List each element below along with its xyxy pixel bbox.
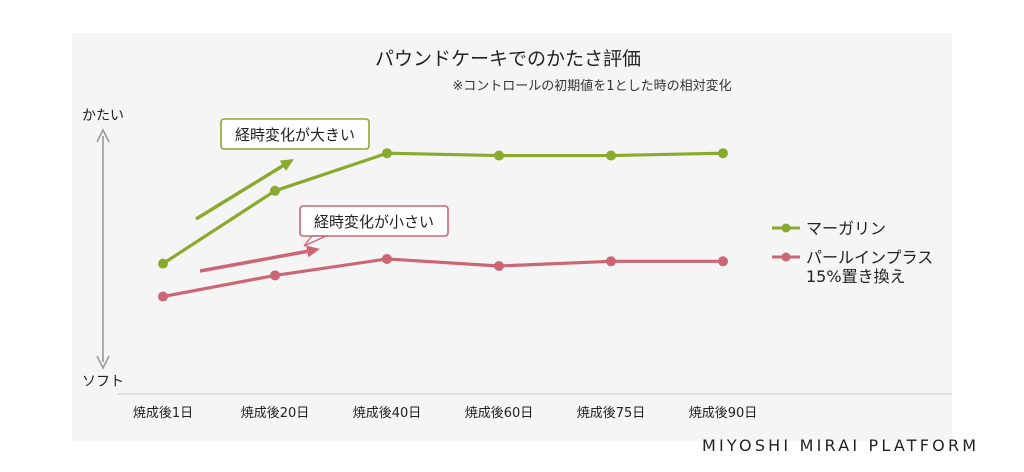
data-point xyxy=(606,256,616,267)
y-label-top: かたい xyxy=(82,108,124,124)
data-point xyxy=(382,148,392,159)
legend-label: マーガリン xyxy=(806,219,886,238)
chart-title: パウンドケーキでのかたさ評価 xyxy=(375,48,641,70)
trend-arrow-small xyxy=(199,245,320,273)
legend-label-line2: 15%置き換え xyxy=(806,267,906,286)
data-point xyxy=(158,258,168,269)
legend-swatch-dot xyxy=(781,252,791,262)
series-line-1 xyxy=(162,151,724,265)
annotation-tail xyxy=(303,235,327,247)
x-tick-label: 焼成後60日 xyxy=(465,406,534,421)
x-tick-label: 焼成後20日 xyxy=(241,406,310,421)
y-axis-arrow-up xyxy=(96,128,110,143)
annotation-text: 経時変化が大きい xyxy=(235,126,355,144)
y-label-bottom: ソフト xyxy=(82,374,124,390)
x-tick-label: 焼成後75日 xyxy=(577,406,646,421)
brand-logo-text: MIYOSHI MIRAI PLATFORM xyxy=(702,436,980,455)
data-point xyxy=(382,253,392,264)
data-point xyxy=(718,256,728,267)
annotation-box xyxy=(299,205,449,237)
trend-arrow-large xyxy=(195,159,294,221)
series-line-2 xyxy=(162,257,723,299)
annotation-box xyxy=(220,118,370,150)
legend-swatch-dot xyxy=(781,223,791,233)
chart-subtitle: ※コントロールの初期値を1とした時の相対変化 xyxy=(452,78,731,94)
y-axis-arrow-down xyxy=(96,355,110,370)
chart-panel xyxy=(72,33,952,441)
legend-label: パールインプラス xyxy=(806,248,933,267)
data-point xyxy=(158,291,168,302)
data-point xyxy=(606,150,616,161)
x-tick-label: 焼成後40日 xyxy=(353,406,422,421)
data-point xyxy=(494,261,504,271)
data-point xyxy=(270,185,280,196)
data-point xyxy=(718,148,728,159)
data-point xyxy=(270,270,280,281)
x-tick-label: 焼成後1日 xyxy=(133,406,193,421)
annotation-text: 経時変化が小さい xyxy=(314,213,434,231)
data-point xyxy=(494,150,504,161)
x-tick-label: 焼成後90日 xyxy=(689,406,758,421)
